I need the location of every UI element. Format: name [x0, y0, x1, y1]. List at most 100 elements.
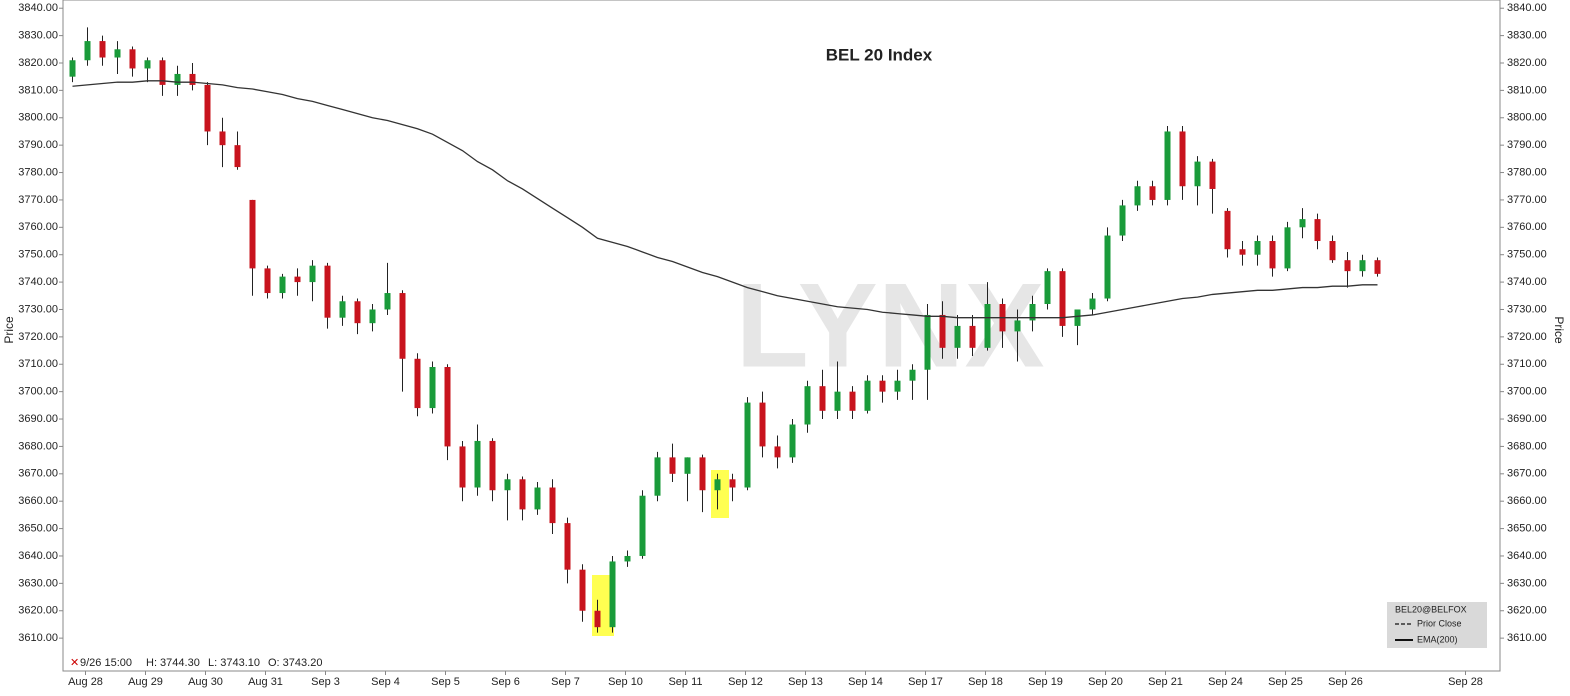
candle-body	[234, 145, 241, 168]
legend: BEL20@BELFOX Prior Close EMA(200)	[1387, 602, 1487, 648]
watermark: LYNX	[735, 259, 1044, 393]
candle-body	[789, 424, 796, 458]
x-tick-label: Sep 10	[608, 676, 643, 688]
candle-body	[804, 386, 811, 425]
candle-body	[564, 523, 571, 570]
candle-body	[1014, 320, 1021, 332]
candle-body	[894, 380, 901, 392]
highlight	[711, 470, 729, 518]
candle-body	[579, 569, 586, 611]
ema-line	[72, 80, 1378, 319]
candle-body	[1359, 260, 1366, 272]
y-tick-label: 3780.00	[18, 166, 58, 178]
candle-body	[1254, 241, 1261, 255]
candle-body	[429, 366, 436, 409]
candle-body	[324, 265, 331, 318]
candle-body	[684, 457, 691, 474]
y-tick-label: 3700.00	[1507, 386, 1547, 398]
candle-body	[909, 369, 916, 381]
y-tick-label: 3700.00	[18, 386, 58, 398]
candle-body	[69, 60, 76, 77]
candle-body	[1269, 241, 1276, 269]
y-axis-title: Price	[1552, 316, 1566, 344]
candle-body	[939, 314, 946, 348]
candle-body	[1044, 271, 1051, 305]
candle-body	[459, 446, 466, 488]
x-tick-label: Sep 26	[1328, 676, 1363, 688]
candle-body	[819, 386, 826, 411]
y-tick-label: 3640.00	[1507, 550, 1547, 562]
y-tick-label: 3690.00	[1507, 413, 1547, 425]
candle-body	[774, 446, 781, 458]
candle-body	[624, 555, 631, 562]
candle-body	[219, 131, 226, 146]
y-tick-label: 3800.00	[18, 112, 58, 124]
candle-body	[864, 380, 871, 411]
candle-body	[1104, 235, 1111, 299]
candle-body	[264, 268, 271, 294]
candle-body	[474, 440, 481, 488]
candle-body	[99, 41, 106, 58]
x-tick-label: Sep 21	[1148, 676, 1183, 688]
candle-body	[534, 487, 541, 510]
candle-body	[1284, 227, 1291, 269]
candle-body	[159, 60, 166, 85]
y-tick-label: 3670.00	[18, 468, 58, 480]
candle-body	[114, 49, 121, 58]
x-tick-label: Sep 4	[371, 676, 400, 688]
y-tick-label: 3760.00	[18, 221, 58, 233]
candle-body	[699, 457, 706, 491]
y-tick-label: 3770.00	[1507, 194, 1547, 206]
y-tick-label: 3620.00	[18, 605, 58, 617]
candle-body	[354, 301, 361, 324]
info-time: 9/26 15:00	[80, 657, 132, 669]
candle-body	[849, 391, 856, 411]
y-tick-label: 3650.00	[18, 522, 58, 534]
y-tick-label: 3790.00	[18, 139, 58, 151]
candle-body	[1134, 186, 1141, 206]
candle-body	[594, 610, 601, 628]
candle-body	[414, 358, 421, 409]
x-tick-label: Sep 25	[1268, 676, 1303, 688]
x-tick-label: Sep 5	[431, 676, 460, 688]
y-tick-label: 3680.00	[18, 440, 58, 452]
y-tick-label: 3690.00	[18, 413, 58, 425]
y-tick-label: 3810.00	[18, 84, 58, 96]
candle-body	[279, 276, 286, 294]
x-tick-label: Sep 28	[1448, 676, 1483, 688]
candle-body	[519, 479, 526, 510]
candle-body	[489, 440, 496, 491]
y-tick-label: 3670.00	[1507, 468, 1547, 480]
candle-body	[954, 325, 961, 348]
candle-body	[189, 73, 196, 85]
y-tick-label: 3660.00	[1507, 495, 1547, 507]
candle-body	[1329, 241, 1336, 261]
y-tick-label: 3650.00	[1507, 522, 1547, 534]
candle-body	[654, 457, 661, 496]
x-tick-label: Sep 3	[311, 676, 340, 688]
x-tick-label: Sep 18	[968, 676, 1003, 688]
x-tick-label: Sep 7	[551, 676, 580, 688]
legend-label: Prior Close	[1417, 618, 1462, 628]
x-tick-label: Sep 17	[908, 676, 943, 688]
y-tick-label: 3680.00	[1507, 440, 1547, 452]
x-tick-label: Aug 29	[128, 676, 163, 688]
y-tick-label: 3610.00	[18, 632, 58, 644]
candle-body	[339, 301, 346, 318]
candle-body	[1164, 131, 1171, 200]
candle-body	[1149, 186, 1156, 200]
y-tick-label: 3630.00	[1507, 577, 1547, 589]
y-tick-label: 3740.00	[1507, 276, 1547, 288]
y-tick-label: 3810.00	[1507, 84, 1547, 96]
y-tick-label: 3840.00	[1507, 2, 1547, 14]
legend-symbol: BEL20@BELFOX	[1395, 604, 1467, 614]
candle-body	[1089, 298, 1096, 310]
candle-body	[834, 391, 841, 411]
y-tick-label: 3770.00	[18, 194, 58, 206]
candle-body	[1239, 249, 1246, 255]
candle-body	[1344, 260, 1351, 272]
candle-body	[504, 479, 511, 491]
info-low: L: 3743.10	[208, 657, 260, 669]
